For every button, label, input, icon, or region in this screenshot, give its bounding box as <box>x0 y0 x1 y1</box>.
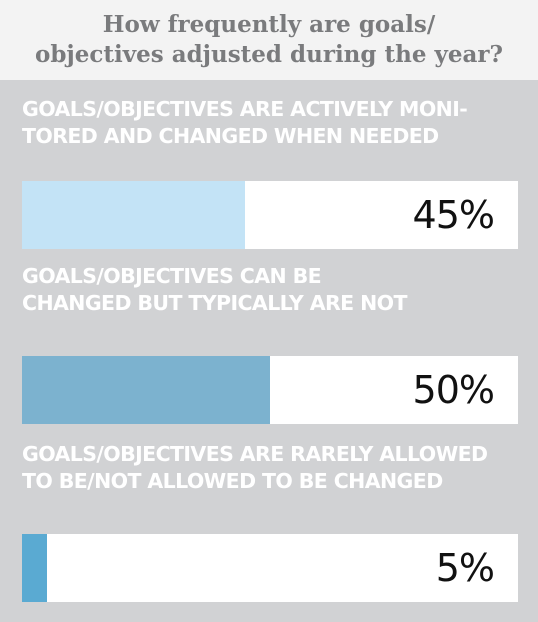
bar-label-2: GOALS/OBJECTIVES CAN BE CHANGED BUT TYPI… <box>22 263 522 317</box>
chart-title-line-1: How frequently are goals/ <box>102 11 436 38</box>
bar-label-3: GOALS/OBJECTIVES ARE RARELY ALLOWED TO B… <box>22 441 522 495</box>
bar-label-1-line-2: TORED AND CHANGED WHEN NEEDED <box>22 124 439 148</box>
bar-value-label-2: 50% <box>412 368 495 412</box>
bar-label-3-line-2: TO BE/NOT ALLOWED TO BE CHANGED <box>22 469 443 493</box>
bar-track-2: 50% <box>22 356 518 424</box>
bar-label-1: GOALS/OBJECTIVES ARE ACTIVELY MONI- TORE… <box>22 96 522 150</box>
bar-value-label-3: 5% <box>435 546 495 590</box>
bar-value-label-1: 45% <box>412 193 495 237</box>
bar-label-1-line-1: GOALS/OBJECTIVES ARE ACTIVELY MONI- <box>22 97 468 121</box>
chart-header: How frequently are goals/ objectives adj… <box>0 0 538 80</box>
bar-1 <box>22 181 246 249</box>
bar-track-1: 45% <box>22 181 518 249</box>
bar-label-3-line-1: GOALS/OBJECTIVES ARE RARELY ALLOWED <box>22 442 488 466</box>
bar-2 <box>22 356 270 424</box>
chart-title-line-2: objectives adjusted during the year? <box>35 41 503 68</box>
chart-title: How frequently are goals/ objectives adj… <box>34 10 504 70</box>
bar-label-2-line-1: GOALS/OBJECTIVES CAN BE <box>22 264 322 288</box>
bar-label-2-line-2: CHANGED BUT TYPICALLY ARE NOT <box>22 291 407 315</box>
bar-track-3: 5% <box>22 534 518 602</box>
bar-3 <box>22 534 47 602</box>
